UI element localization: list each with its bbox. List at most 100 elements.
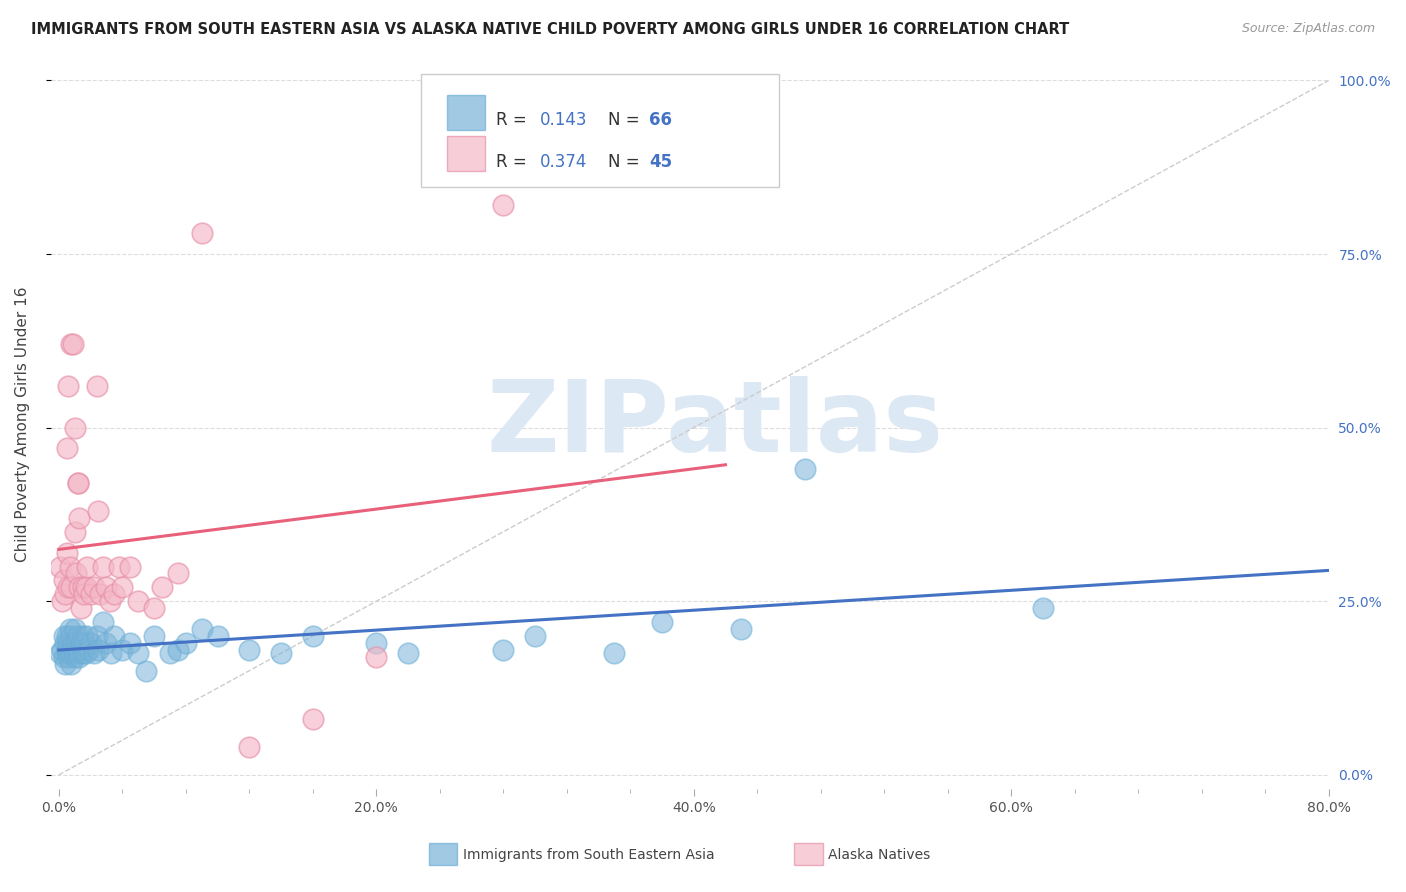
Point [63, 649, 86, 664]
Point [159, 646, 181, 660]
Point [98, 594, 121, 608]
Point [58, 379, 80, 393]
Point [86, 629, 108, 643]
Point [523, 629, 546, 643]
Point [86, 379, 108, 393]
Point [89, 587, 111, 601]
Point [55, 643, 77, 657]
Point [63, 420, 86, 434]
Point [603, 646, 626, 660]
Point [1032, 601, 1054, 615]
Point [108, 559, 131, 574]
Point [96, 636, 118, 650]
Point [51, 594, 73, 608]
Point [238, 643, 260, 657]
Text: N =: N = [607, 112, 645, 129]
Point [150, 580, 173, 594]
Point [75, 646, 97, 660]
Point [60, 580, 83, 594]
Point [58, 649, 80, 664]
Text: 45: 45 [648, 153, 672, 170]
Point [366, 649, 388, 664]
Point [120, 636, 142, 650]
Point [83, 580, 105, 594]
Point [66, 646, 89, 660]
Point [76, 559, 98, 574]
Point [59, 643, 82, 657]
Point [60, 646, 83, 660]
Point [301, 629, 323, 643]
Point [67, 649, 90, 664]
Point [190, 622, 212, 636]
Point [366, 636, 388, 650]
Point [492, 643, 515, 657]
Point [55, 629, 77, 643]
Point [76, 629, 98, 643]
Point [166, 643, 188, 657]
FancyBboxPatch shape [447, 136, 485, 171]
Point [66, 629, 89, 643]
Point [91, 615, 114, 629]
Point [135, 664, 157, 678]
Point [143, 601, 166, 615]
Point [53, 587, 76, 601]
Point [190, 226, 212, 240]
Point [166, 566, 188, 581]
Point [65, 566, 87, 581]
Point [73, 636, 96, 650]
Point [127, 594, 149, 608]
Point [72, 629, 94, 643]
Point [174, 636, 197, 650]
Point [651, 615, 673, 629]
Point [96, 580, 118, 594]
Point [55, 546, 77, 560]
Point [66, 476, 89, 491]
Point [65, 636, 87, 650]
Point [75, 580, 97, 594]
Text: ZIPatlas: ZIPatlas [486, 376, 943, 473]
Point [63, 622, 86, 636]
Point [52, 574, 75, 588]
Point [53, 657, 76, 671]
Point [49, 646, 72, 660]
Point [79, 636, 101, 650]
Point [103, 587, 125, 601]
Point [67, 643, 90, 657]
Point [60, 657, 83, 671]
Text: Source: ZipAtlas.com: Source: ZipAtlas.com [1241, 22, 1375, 36]
Point [58, 636, 80, 650]
Point [70, 636, 93, 650]
Point [91, 559, 114, 574]
FancyBboxPatch shape [447, 95, 485, 130]
Point [62, 643, 84, 657]
Text: 0.374: 0.374 [540, 153, 588, 170]
Text: Immigrants from South Eastern Asia: Immigrants from South Eastern Asia [463, 847, 714, 862]
Point [83, 646, 105, 660]
Point [492, 198, 515, 212]
Point [59, 646, 82, 660]
Point [52, 629, 75, 643]
Point [73, 587, 96, 601]
Point [60, 337, 83, 351]
Point [72, 580, 94, 594]
Point [87, 643, 110, 657]
Point [59, 559, 82, 574]
Point [87, 504, 110, 518]
Point [111, 643, 134, 657]
Point [238, 740, 260, 755]
Point [127, 646, 149, 660]
Point [55, 646, 77, 660]
Point [79, 587, 101, 601]
Point [73, 643, 96, 657]
Point [52, 649, 75, 664]
Point [67, 511, 90, 525]
Text: 0.143: 0.143 [540, 112, 588, 129]
Text: R =: R = [495, 153, 531, 170]
Point [270, 646, 292, 660]
Point [396, 646, 419, 660]
Point [103, 629, 125, 643]
Point [60, 629, 83, 643]
Point [100, 646, 122, 660]
Point [793, 462, 815, 476]
Point [49, 559, 72, 574]
